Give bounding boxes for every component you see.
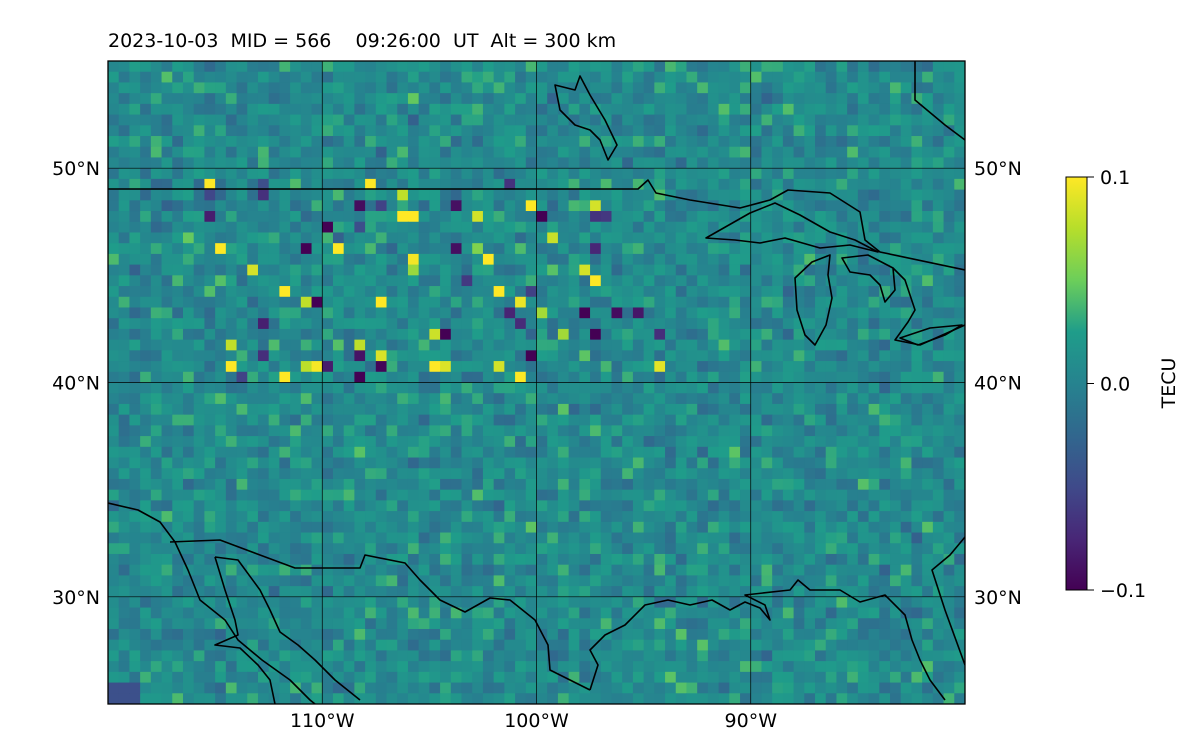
lake-erie-outline xyxy=(899,324,963,346)
graticule xyxy=(108,61,965,704)
lon-label: 100°W xyxy=(504,710,569,732)
baja-peninsula xyxy=(214,556,361,701)
lake-michigan-outline xyxy=(794,254,833,346)
lat-label-left: 40°N xyxy=(52,373,100,395)
lat-label-right: 40°N xyxy=(974,373,1022,395)
colorbar-label: TECU xyxy=(1158,358,1180,410)
gulf-of-california-coast xyxy=(214,556,276,704)
colorbar-tick-label: 0.1 xyxy=(1100,167,1130,189)
colorbar xyxy=(1065,176,1088,591)
map-title: 2023-10-03 MID = 566 09:26:00 UT Alt = 3… xyxy=(108,30,617,52)
hudson-bay-shore xyxy=(914,61,965,141)
colorbar-tick-label: −0.1 xyxy=(1100,580,1146,602)
map-frame xyxy=(107,60,966,705)
us-mexico-border xyxy=(169,539,591,691)
us-canada-border xyxy=(108,179,965,271)
tec-field-raster xyxy=(108,61,965,704)
lat-label-right: 50°N xyxy=(974,158,1022,180)
lake-huron-outline xyxy=(841,254,896,303)
axis-labels: 30°N 30°N 40°N 40°N 50°N 50°N 110°W 100°W 90°W xyxy=(52,158,1022,732)
lon-label: 110°W xyxy=(290,710,355,732)
lat-label-left: 50°N xyxy=(52,158,100,180)
lat-label-left: 30°N xyxy=(52,587,100,609)
colorbar-tick-label: 0.0 xyxy=(1100,374,1130,396)
lake-superior-outline xyxy=(705,202,879,253)
lat-label-right: 30°N xyxy=(974,587,1022,609)
lon-label: 90°W xyxy=(725,710,778,732)
atlantic-coast xyxy=(931,536,965,666)
gulf-coast xyxy=(589,579,946,701)
pacific-coast-mexico xyxy=(108,502,316,704)
coastlines xyxy=(108,61,965,704)
colorbar-ticks: 0.1 0.0 −0.1 xyxy=(1087,167,1146,602)
lake-winnipeg-outline xyxy=(554,75,618,161)
